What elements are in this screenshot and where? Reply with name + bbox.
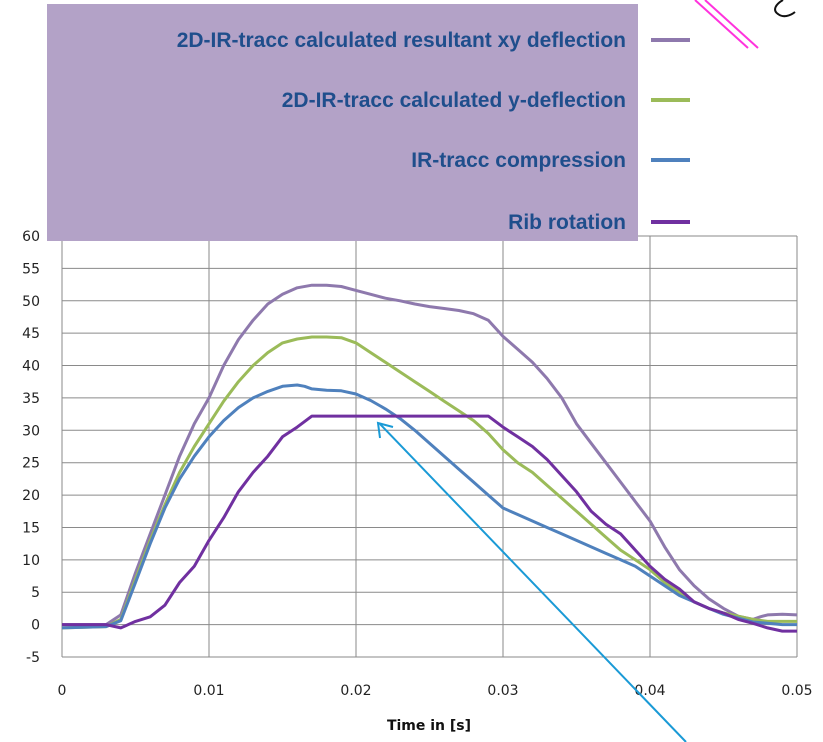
x-tick-label: 0.01 bbox=[193, 683, 224, 699]
y-tick-labels: -5 0 5 10 15 20 25 30 35 40 45 50 55 60 bbox=[22, 229, 40, 666]
y-tick-label: 45 bbox=[22, 326, 40, 342]
legend-background bbox=[47, 4, 638, 241]
y-tick-label: 25 bbox=[22, 456, 40, 472]
legend-label-2: 2D-IR-tracc calculated y-deflection bbox=[282, 89, 626, 112]
axes bbox=[61, 236, 797, 658]
y-tick-label: 15 bbox=[22, 520, 40, 536]
y-tick-label: 20 bbox=[22, 488, 40, 504]
y-tick-label: 60 bbox=[22, 229, 40, 245]
series-line-4 bbox=[62, 414, 797, 633]
y-tick-label: 40 bbox=[22, 359, 40, 375]
annotation-arrow bbox=[376, 421, 687, 742]
x-tick-label: 0 bbox=[58, 683, 67, 699]
x-tick-label: 0.05 bbox=[781, 683, 812, 699]
y-tick-label: 55 bbox=[22, 261, 40, 277]
legend: 2D-IR-tracc calculated resultant xy defl… bbox=[47, 4, 690, 241]
legend-label-3: IR-tracc compression bbox=[411, 149, 626, 172]
y-tick-label: 50 bbox=[22, 294, 40, 310]
series-line-3 bbox=[61, 383, 797, 630]
y-tick-label: 5 bbox=[31, 585, 40, 601]
y-tick-label: 30 bbox=[22, 423, 40, 439]
series-lines bbox=[61, 283, 798, 633]
y-tick-label: 0 bbox=[31, 618, 40, 634]
legend-label-1: 2D-IR-tracc calculated resultant xy defl… bbox=[177, 29, 626, 52]
y-tick-label: -5 bbox=[26, 650, 40, 666]
x-tick-label: 0.03 bbox=[487, 683, 518, 699]
x-tick-label: 0.04 bbox=[634, 683, 665, 699]
x-axis-label: Time in [s] bbox=[387, 718, 471, 734]
legend-label-4: Rib rotation bbox=[508, 211, 626, 234]
x-tick-label: 0.02 bbox=[340, 683, 371, 699]
y-tick-label: 35 bbox=[22, 391, 40, 407]
x-tick-labels: 0 0.01 0.02 0.03 0.04 0.05 bbox=[58, 683, 813, 699]
series-line-2 bbox=[61, 335, 797, 630]
partial-icon-decoration bbox=[774, 0, 796, 18]
pink-hatch-decoration bbox=[694, 0, 759, 49]
series-line-1 bbox=[62, 283, 798, 627]
y-tick-label: 10 bbox=[22, 553, 40, 569]
